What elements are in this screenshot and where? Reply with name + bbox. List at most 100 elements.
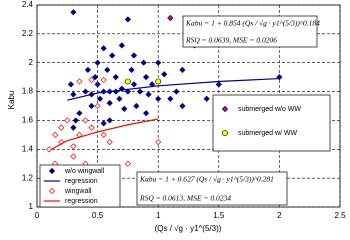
y-tick-label: 2.4 — [22, 0, 34, 9]
annotation-box — [136, 171, 288, 206]
point — [124, 160, 131, 167]
point — [155, 78, 162, 85]
point — [125, 78, 131, 85]
point — [142, 74, 150, 81]
legend-label: w/o wingwall — [64, 168, 105, 175]
point — [140, 59, 147, 66]
point — [76, 110, 83, 117]
y-tick-label: 1 — [29, 202, 34, 211]
point — [92, 74, 99, 81]
annotation-text: Kabu = 1 + 0.854 (Qs / √g · y1^(5/3))^0.… — [185, 19, 320, 28]
point — [70, 143, 77, 150]
point — [94, 59, 101, 66]
legend-marker — [48, 187, 56, 195]
regression-line — [67, 77, 280, 101]
point — [52, 131, 59, 138]
point — [203, 95, 210, 102]
x-tick-label: 2.5 — [334, 211, 346, 220]
point — [215, 81, 222, 88]
point — [145, 91, 152, 98]
point — [104, 66, 111, 74]
point — [82, 88, 89, 95]
y-tick-label: 1.6 — [22, 116, 34, 125]
point — [112, 74, 119, 81]
point — [106, 117, 113, 124]
point — [124, 16, 131, 23]
x-axis-label: (Qs / √g · y1^(5/3)) — [155, 224, 222, 233]
point — [67, 81, 75, 88]
x-tick-label: 0 — [35, 211, 40, 220]
point — [94, 81, 101, 88]
legend-label: wingwall — [64, 188, 92, 195]
point — [133, 102, 140, 110]
annotation: Kabu = 1 + 0.627 (Qs / √g · y1^(5/3))^0.… — [136, 171, 288, 206]
point — [70, 124, 77, 131]
annotation-text: RSQ = 0.0639, MSE = 0.0206 — [185, 36, 277, 45]
point — [136, 88, 144, 95]
annotation-text: Kabu = 1 + 0.627 (Qs / √g · y1^(5/3))^0.… — [139, 175, 274, 184]
point — [155, 138, 162, 146]
y-tick-label: 1.8 — [22, 87, 34, 96]
point — [64, 117, 71, 124]
point — [276, 74, 283, 81]
point — [96, 95, 104, 102]
point — [88, 124, 95, 131]
legend-label: regression — [65, 178, 98, 185]
point — [179, 102, 186, 110]
legend-marker — [221, 105, 229, 113]
point — [100, 45, 107, 52]
point — [70, 9, 77, 16]
annotation: Kabu = 1 + 0.854 (Qs / √g · y1^(5/3))^0.… — [182, 15, 320, 48]
y-axis-label: Kabu — [7, 91, 16, 110]
point — [94, 102, 101, 110]
point — [173, 88, 180, 95]
point — [167, 14, 174, 22]
legend-label: submerged w/ WW — [238, 130, 298, 137]
point — [72, 117, 79, 124]
legend-label: submerged w/o WW — [238, 106, 301, 113]
y-tick-label: 2.2 — [22, 29, 34, 38]
point — [70, 91, 77, 98]
y-tick-label: 1.2 — [22, 173, 34, 182]
legend-marker — [222, 130, 228, 136]
x-tick-label: 2 — [277, 211, 282, 220]
y-tick-label: 1.4 — [22, 144, 34, 153]
point — [58, 124, 65, 131]
point — [106, 138, 113, 146]
point — [70, 153, 77, 160]
legend-marker — [48, 167, 56, 175]
point — [124, 88, 131, 95]
annotation-box — [182, 15, 318, 48]
point — [130, 81, 138, 88]
plot-border — [36, 4, 341, 208]
point — [121, 105, 128, 112]
point — [116, 95, 123, 102]
point — [179, 66, 186, 74]
point — [130, 52, 138, 59]
point — [142, 110, 150, 117]
point — [161, 71, 168, 78]
y-tick-label: 2 — [29, 58, 34, 67]
point — [128, 66, 135, 74]
point — [100, 76, 107, 84]
legend-label: regression — [65, 198, 98, 205]
point — [155, 95, 162, 102]
x-tick-label: 1 — [156, 211, 161, 220]
x-tick-label: 0.5 — [92, 211, 104, 220]
point — [167, 95, 174, 102]
point — [100, 131, 107, 138]
point — [106, 100, 113, 107]
point — [109, 52, 116, 59]
annotation-text: RSQ = 0.0613, MSE = 0.0234 — [139, 194, 231, 203]
regression-line — [51, 118, 159, 150]
x-tick-label: 1.5 — [213, 211, 225, 220]
legend: w/o wingwall regression wingwall regression — [39, 164, 121, 208]
point — [155, 59, 162, 66]
legend-box — [212, 94, 331, 152]
legend: submerged w/o WW submerged w/ WW — [212, 94, 331, 152]
point — [100, 120, 107, 127]
point — [118, 42, 125, 49]
point — [46, 146, 53, 153]
point — [88, 102, 95, 110]
